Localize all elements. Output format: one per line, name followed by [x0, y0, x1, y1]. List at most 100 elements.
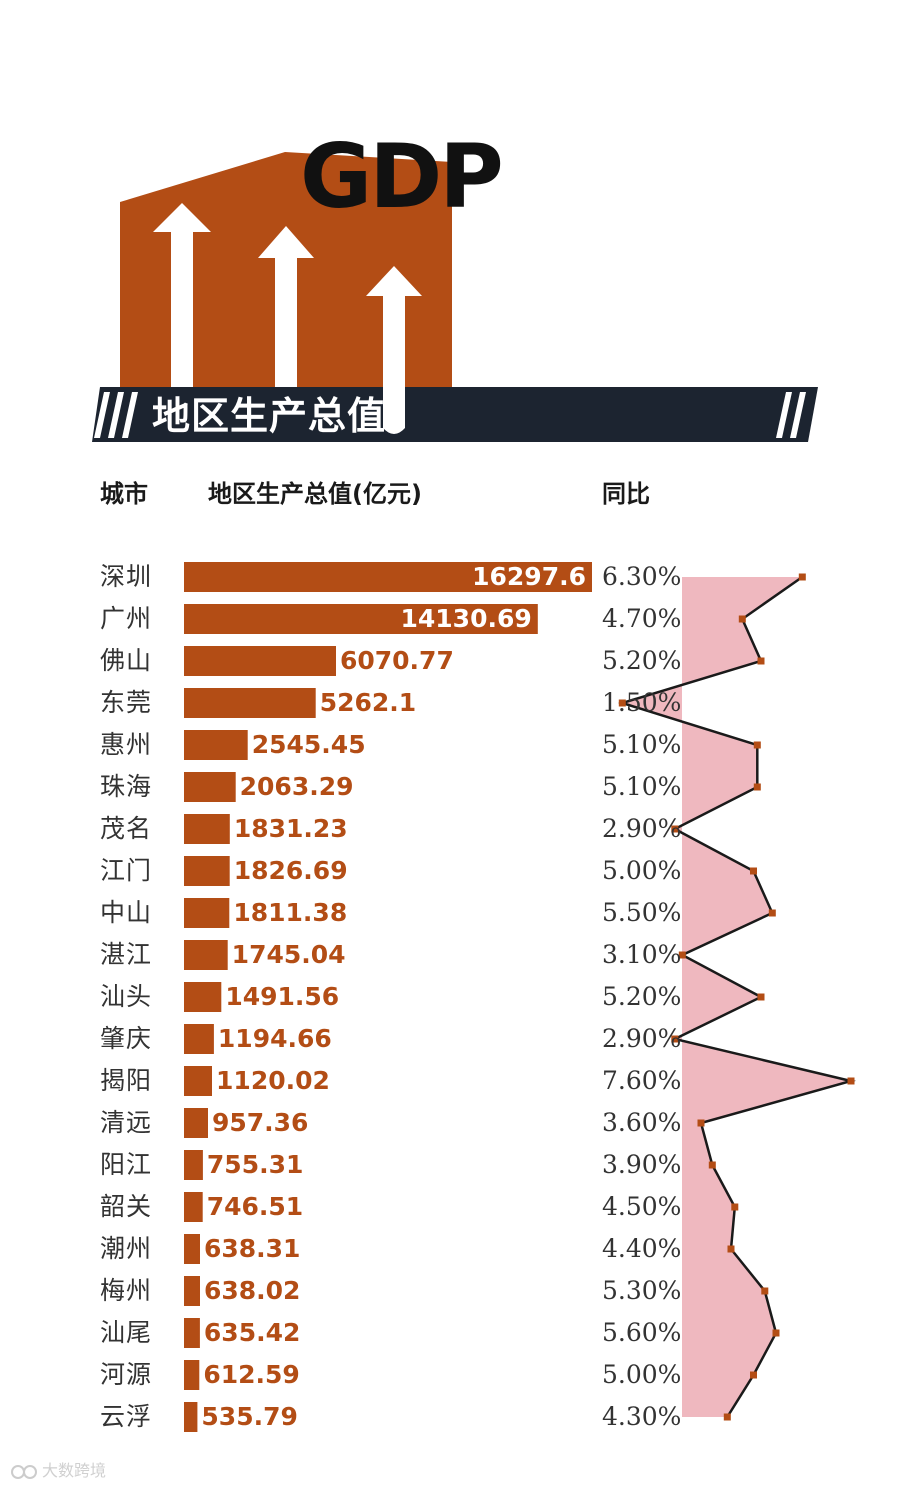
- yoy-point-潮州: [727, 1245, 735, 1253]
- yoy-label: 5.00%: [602, 856, 682, 885]
- banner-slash-right-icon: [776, 392, 806, 438]
- value-label: 612.59: [203, 1360, 300, 1389]
- yoy-label: 3.60%: [602, 1108, 682, 1137]
- yoy-label: 4.50%: [602, 1192, 682, 1221]
- yoy-label: 5.10%: [602, 772, 682, 801]
- yoy-label: 6.30%: [602, 562, 682, 591]
- yoy-label: 4.40%: [602, 1234, 682, 1263]
- yoy-label: 5.50%: [602, 898, 682, 927]
- yoy-point-云浮: [723, 1413, 731, 1421]
- value-label: 957.36: [211, 1108, 309, 1137]
- yoy-point-梅州: [761, 1287, 769, 1295]
- yoy-label: 4.30%: [602, 1402, 682, 1431]
- bar-湛江: [184, 940, 228, 970]
- yoy-point-肇庆: [671, 1035, 679, 1043]
- value-label: 2545.45: [251, 730, 366, 759]
- city-label: 阳江: [100, 1150, 153, 1179]
- yoy-label: 5.00%: [602, 1360, 682, 1389]
- yoy-point-珠海: [753, 783, 761, 791]
- city-label: 中山: [100, 898, 153, 927]
- value-label: 1831.23: [233, 814, 348, 843]
- bar-肇庆: [184, 1024, 214, 1054]
- value-label: 1745.04: [231, 940, 346, 969]
- city-label: 东莞: [100, 688, 153, 717]
- value-label: 535.79: [201, 1402, 298, 1431]
- yoy-point-汕尾: [772, 1329, 780, 1337]
- yoy-point-中山: [768, 909, 776, 917]
- header-graphic: [92, 152, 818, 442]
- watermark: 大数跨境: [10, 1458, 106, 1484]
- city-label: 梅州: [100, 1276, 153, 1305]
- value-label: 14130.69: [400, 604, 532, 633]
- value-label: 638.31: [203, 1234, 301, 1263]
- yoy-label: 3.90%: [602, 1150, 682, 1179]
- yoy-point-深圳: [798, 573, 806, 581]
- bar-河源: [184, 1360, 200, 1390]
- value-label: 1826.69: [233, 856, 348, 885]
- yoy-area: [622, 577, 851, 1417]
- yoy-label: 2.90%: [602, 1024, 682, 1053]
- gdp-title: GDP: [300, 125, 504, 228]
- bar-中山: [184, 898, 230, 928]
- bar-珠海: [184, 772, 236, 802]
- value-label: 1491.56: [225, 982, 340, 1011]
- bar-汕尾: [184, 1318, 200, 1348]
- column-header-gdp: 地区生产总值(亿元): [208, 480, 422, 508]
- yoy-label: 5.20%: [602, 982, 682, 1011]
- bar-潮州: [184, 1234, 200, 1264]
- city-label: 潮州: [100, 1234, 153, 1263]
- yoy-label: 5.20%: [602, 646, 682, 675]
- yoy-label: 4.70%: [602, 604, 682, 633]
- value-label: 638.02: [203, 1276, 301, 1305]
- city-label: 深圳: [100, 562, 153, 591]
- yoy-point-广州: [738, 615, 746, 623]
- banner-slash-left-icon: [94, 392, 138, 438]
- value-label: 1120.02: [216, 1066, 330, 1095]
- city-label: 韶关: [100, 1192, 153, 1221]
- city-label: 揭阳: [100, 1066, 153, 1095]
- bar-云浮: [184, 1402, 198, 1432]
- city-label: 云浮: [100, 1402, 153, 1431]
- bar-梅州: [184, 1276, 200, 1306]
- yoy-label: 5.10%: [602, 730, 682, 759]
- column-header-yoy: 同比: [602, 480, 650, 508]
- yoy-label: 3.10%: [602, 940, 682, 969]
- value-label: 16297.6: [472, 562, 586, 591]
- bar-惠州: [184, 730, 248, 760]
- yoy-point-清远: [697, 1119, 705, 1127]
- yoy-label: 2.90%: [602, 814, 682, 843]
- bar-佛山: [184, 646, 336, 676]
- value-label: 635.42: [203, 1318, 301, 1347]
- city-label: 茂名: [100, 814, 153, 843]
- yoy-label: 1.50%: [602, 688, 682, 717]
- value-label: 2063.29: [239, 772, 354, 801]
- city-label: 佛山: [100, 646, 153, 675]
- yoy-point-汕头: [757, 993, 765, 1001]
- value-label: 6070.77: [339, 646, 454, 675]
- value-label: 5262.1: [319, 688, 417, 717]
- city-label: 清远: [100, 1108, 153, 1137]
- up-arrow-icon: [153, 203, 211, 398]
- city-label: 肇庆: [100, 1024, 153, 1053]
- bar-江门: [184, 856, 230, 886]
- yoy-point-揭阳: [847, 1077, 855, 1085]
- bar-深圳: [184, 562, 592, 592]
- watermark-text: 大数跨境: [42, 1461, 107, 1480]
- city-label: 珠海: [100, 772, 153, 801]
- yoy-label: 5.30%: [602, 1276, 682, 1305]
- column-header-city: 城市: [100, 480, 148, 508]
- bar-东莞: [184, 688, 316, 718]
- yoy-point-韶关: [731, 1203, 739, 1211]
- yoy-label: 7.60%: [602, 1066, 682, 1095]
- city-label: 汕头: [100, 982, 153, 1011]
- city-label: 广州: [100, 604, 153, 633]
- banner-title: 地区生产总值: [152, 394, 387, 438]
- bar-揭阳: [184, 1066, 212, 1096]
- bar-清远: [184, 1108, 208, 1138]
- city-label: 江门: [100, 856, 153, 885]
- bar-阳江: [184, 1150, 203, 1180]
- yoy-point-江门: [750, 867, 757, 875]
- bar-汕头: [184, 982, 222, 1012]
- up-arrow-icon: [366, 266, 422, 434]
